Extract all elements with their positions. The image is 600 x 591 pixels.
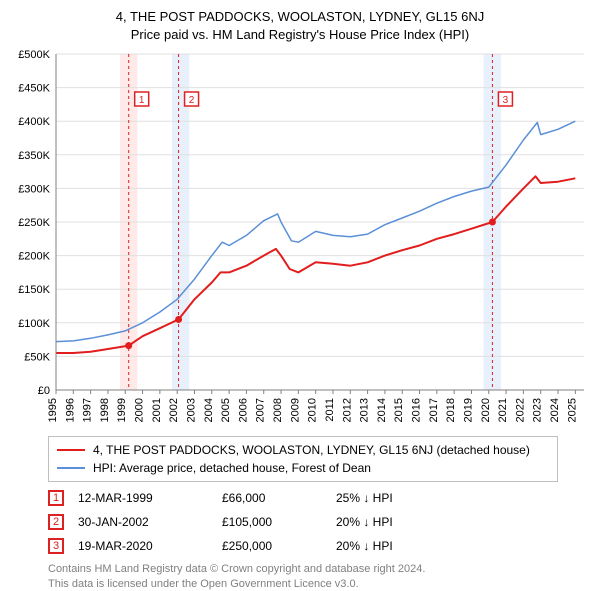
sale-point [125, 343, 132, 350]
y-tick-label: £350K [18, 150, 50, 162]
legend-item: HPI: Average price, detached house, Fore… [57, 459, 549, 477]
y-tick-label: £150K [18, 285, 50, 297]
transaction-price: £105,000 [222, 515, 322, 529]
x-tick-label: 2014 [376, 398, 388, 422]
transactions-table: 1 12-MAR-1999 £66,000 25% ↓ HPI 2 30-JAN-2002… [48, 486, 558, 558]
y-tick-label: £450K [18, 83, 50, 95]
y-tick-label: £300K [18, 184, 50, 196]
x-tick-label: 2023 [532, 398, 544, 422]
x-tick-label: 2002 [168, 398, 180, 422]
attribution-line: Contains HM Land Registry data © Crown c… [48, 562, 558, 576]
x-tick-label: 2004 [203, 398, 215, 422]
x-tick-label: 1998 [99, 398, 111, 422]
x-tick-label: 2012 [341, 398, 353, 422]
legend-label: 4, THE POST PADDOCKS, WOOLASTON, LYDNEY,… [93, 443, 530, 457]
y-tick-label: £200K [18, 251, 50, 263]
legend-item: 4, THE POST PADDOCKS, WOOLASTON, LYDNEY,… [57, 441, 549, 459]
x-tick-label: 2018 [445, 398, 457, 422]
title-address: 4, THE POST PADDOCKS, WOOLASTON, LYDNEY,… [12, 8, 588, 26]
x-tick-label: 2009 [289, 398, 301, 422]
x-tick-label: 2024 [549, 398, 561, 422]
legend-swatch [57, 449, 85, 451]
x-tick-label: 1999 [116, 398, 128, 422]
y-tick-label: £400K [18, 117, 50, 129]
x-tick-label: 2017 [428, 398, 440, 422]
title-subtitle: Price paid vs. HM Land Registry's House … [12, 26, 588, 44]
y-tick-label: £50K [24, 352, 50, 364]
x-tick-label: 2003 [185, 398, 197, 422]
x-tick-label: 2008 [272, 398, 284, 422]
x-tick-label: 2015 [393, 398, 405, 422]
x-tick-label: 2005 [220, 398, 232, 422]
x-tick-label: 2013 [359, 398, 371, 422]
x-tick-label: 2006 [237, 398, 249, 422]
x-tick-label: 2019 [462, 398, 474, 422]
transaction-marker: 3 [48, 538, 64, 554]
x-tick-label: 1996 [64, 398, 76, 422]
y-tick-label: £250K [18, 217, 50, 229]
x-tick-label: 2021 [497, 398, 509, 422]
legend-swatch [57, 467, 85, 469]
attribution-line: This data is licensed under the Open Gov… [48, 577, 558, 591]
transaction-date: 19-MAR-2020 [78, 539, 208, 553]
y-tick-label: £0 [38, 385, 50, 397]
y-tick-label: £100K [18, 318, 50, 330]
transaction-row: 1 12-MAR-1999 £66,000 25% ↓ HPI [48, 486, 558, 510]
sale-marker-label: 1 [139, 95, 145, 106]
y-tick-label: £500K [18, 50, 50, 61]
chart-title-block: 4, THE POST PADDOCKS, WOOLASTON, LYDNEY,… [12, 8, 588, 44]
transaction-price: £250,000 [222, 539, 322, 553]
transaction-price: £66,000 [222, 491, 322, 505]
x-tick-label: 2001 [151, 398, 163, 422]
sale-point [489, 219, 496, 226]
x-tick-label: 2022 [514, 398, 526, 422]
x-tick-label: 1995 [47, 398, 59, 422]
x-tick-label: 2000 [134, 398, 146, 422]
sale-marker-label: 2 [189, 95, 195, 106]
transaction-diff: 25% ↓ HPI [336, 491, 476, 505]
x-tick-label: 2025 [566, 398, 578, 422]
x-tick-label: 2016 [411, 398, 423, 422]
price-chart: £0 £50K £100K £150K £200K £250K £300K £350K £400… [12, 50, 588, 430]
x-tick-label: 2007 [255, 398, 267, 422]
x-tick-label: 2011 [324, 398, 336, 422]
x-tick-label: 2010 [307, 398, 319, 422]
transaction-row: 2 30-JAN-2002 £105,000 20% ↓ HPI [48, 510, 558, 534]
transaction-date: 12-MAR-1999 [78, 491, 208, 505]
transaction-marker: 2 [48, 514, 64, 530]
legend: 4, THE POST PADDOCKS, WOOLASTON, LYDNEY,… [48, 436, 558, 482]
transaction-row: 3 19-MAR-2020 £250,000 20% ↓ HPI [48, 534, 558, 558]
transaction-diff: 20% ↓ HPI [336, 539, 476, 553]
x-tick-label: 2020 [480, 398, 492, 422]
transaction-marker: 1 [48, 490, 64, 506]
transaction-diff: 20% ↓ HPI [336, 515, 476, 529]
attribution: Contains HM Land Registry data © Crown c… [48, 562, 558, 591]
sale-point [175, 316, 182, 323]
legend-label: HPI: Average price, detached house, Fore… [93, 461, 371, 475]
x-tick-label: 1997 [82, 398, 94, 422]
sale-marker-label: 3 [503, 95, 509, 106]
transaction-date: 30-JAN-2002 [78, 515, 208, 529]
